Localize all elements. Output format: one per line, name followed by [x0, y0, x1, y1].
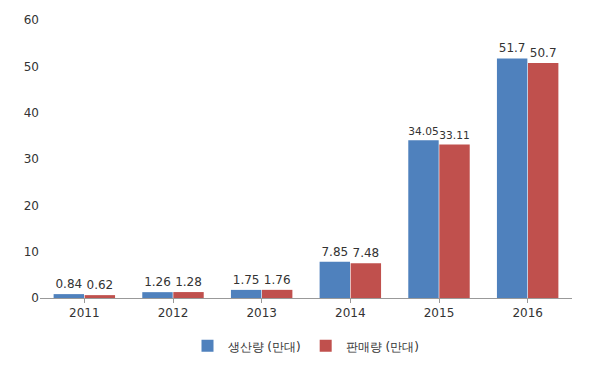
- svg-text:51.7: 51.7: [499, 41, 526, 55]
- svg-text:10: 10: [24, 245, 39, 259]
- svg-text:2016: 2016: [512, 306, 543, 320]
- svg-text:50: 50: [24, 60, 39, 74]
- svg-text:7.48: 7.48: [352, 246, 379, 260]
- svg-text:1.28: 1.28: [175, 275, 202, 289]
- svg-text:2012: 2012: [158, 306, 189, 320]
- svg-text:생산량 (만대): 생산량 (만대): [228, 340, 301, 354]
- svg-text:2011: 2011: [69, 306, 100, 320]
- svg-text:1.75: 1.75: [233, 273, 260, 287]
- svg-text:33.11: 33.11: [439, 129, 469, 142]
- svg-text:20: 20: [24, 199, 39, 213]
- svg-text:50.7: 50.7: [530, 46, 557, 60]
- svg-text:60: 60: [24, 13, 39, 27]
- svg-text:2014: 2014: [335, 306, 366, 320]
- svg-text:1.76: 1.76: [264, 273, 291, 287]
- svg-text:34.05: 34.05: [408, 125, 438, 138]
- svg-text:0: 0: [31, 291, 39, 305]
- svg-text:7.85: 7.85: [321, 245, 348, 259]
- svg-text:판매량 (만대): 판매량 (만대): [346, 340, 419, 354]
- svg-text:40: 40: [24, 106, 39, 120]
- svg-text:30: 30: [24, 152, 39, 166]
- svg-text:0.62: 0.62: [86, 278, 113, 292]
- svg-text:2013: 2013: [246, 306, 277, 320]
- svg-text:1.26: 1.26: [144, 275, 171, 289]
- svg-text:0.84: 0.84: [55, 277, 82, 291]
- svg-text:2015: 2015: [424, 306, 455, 320]
